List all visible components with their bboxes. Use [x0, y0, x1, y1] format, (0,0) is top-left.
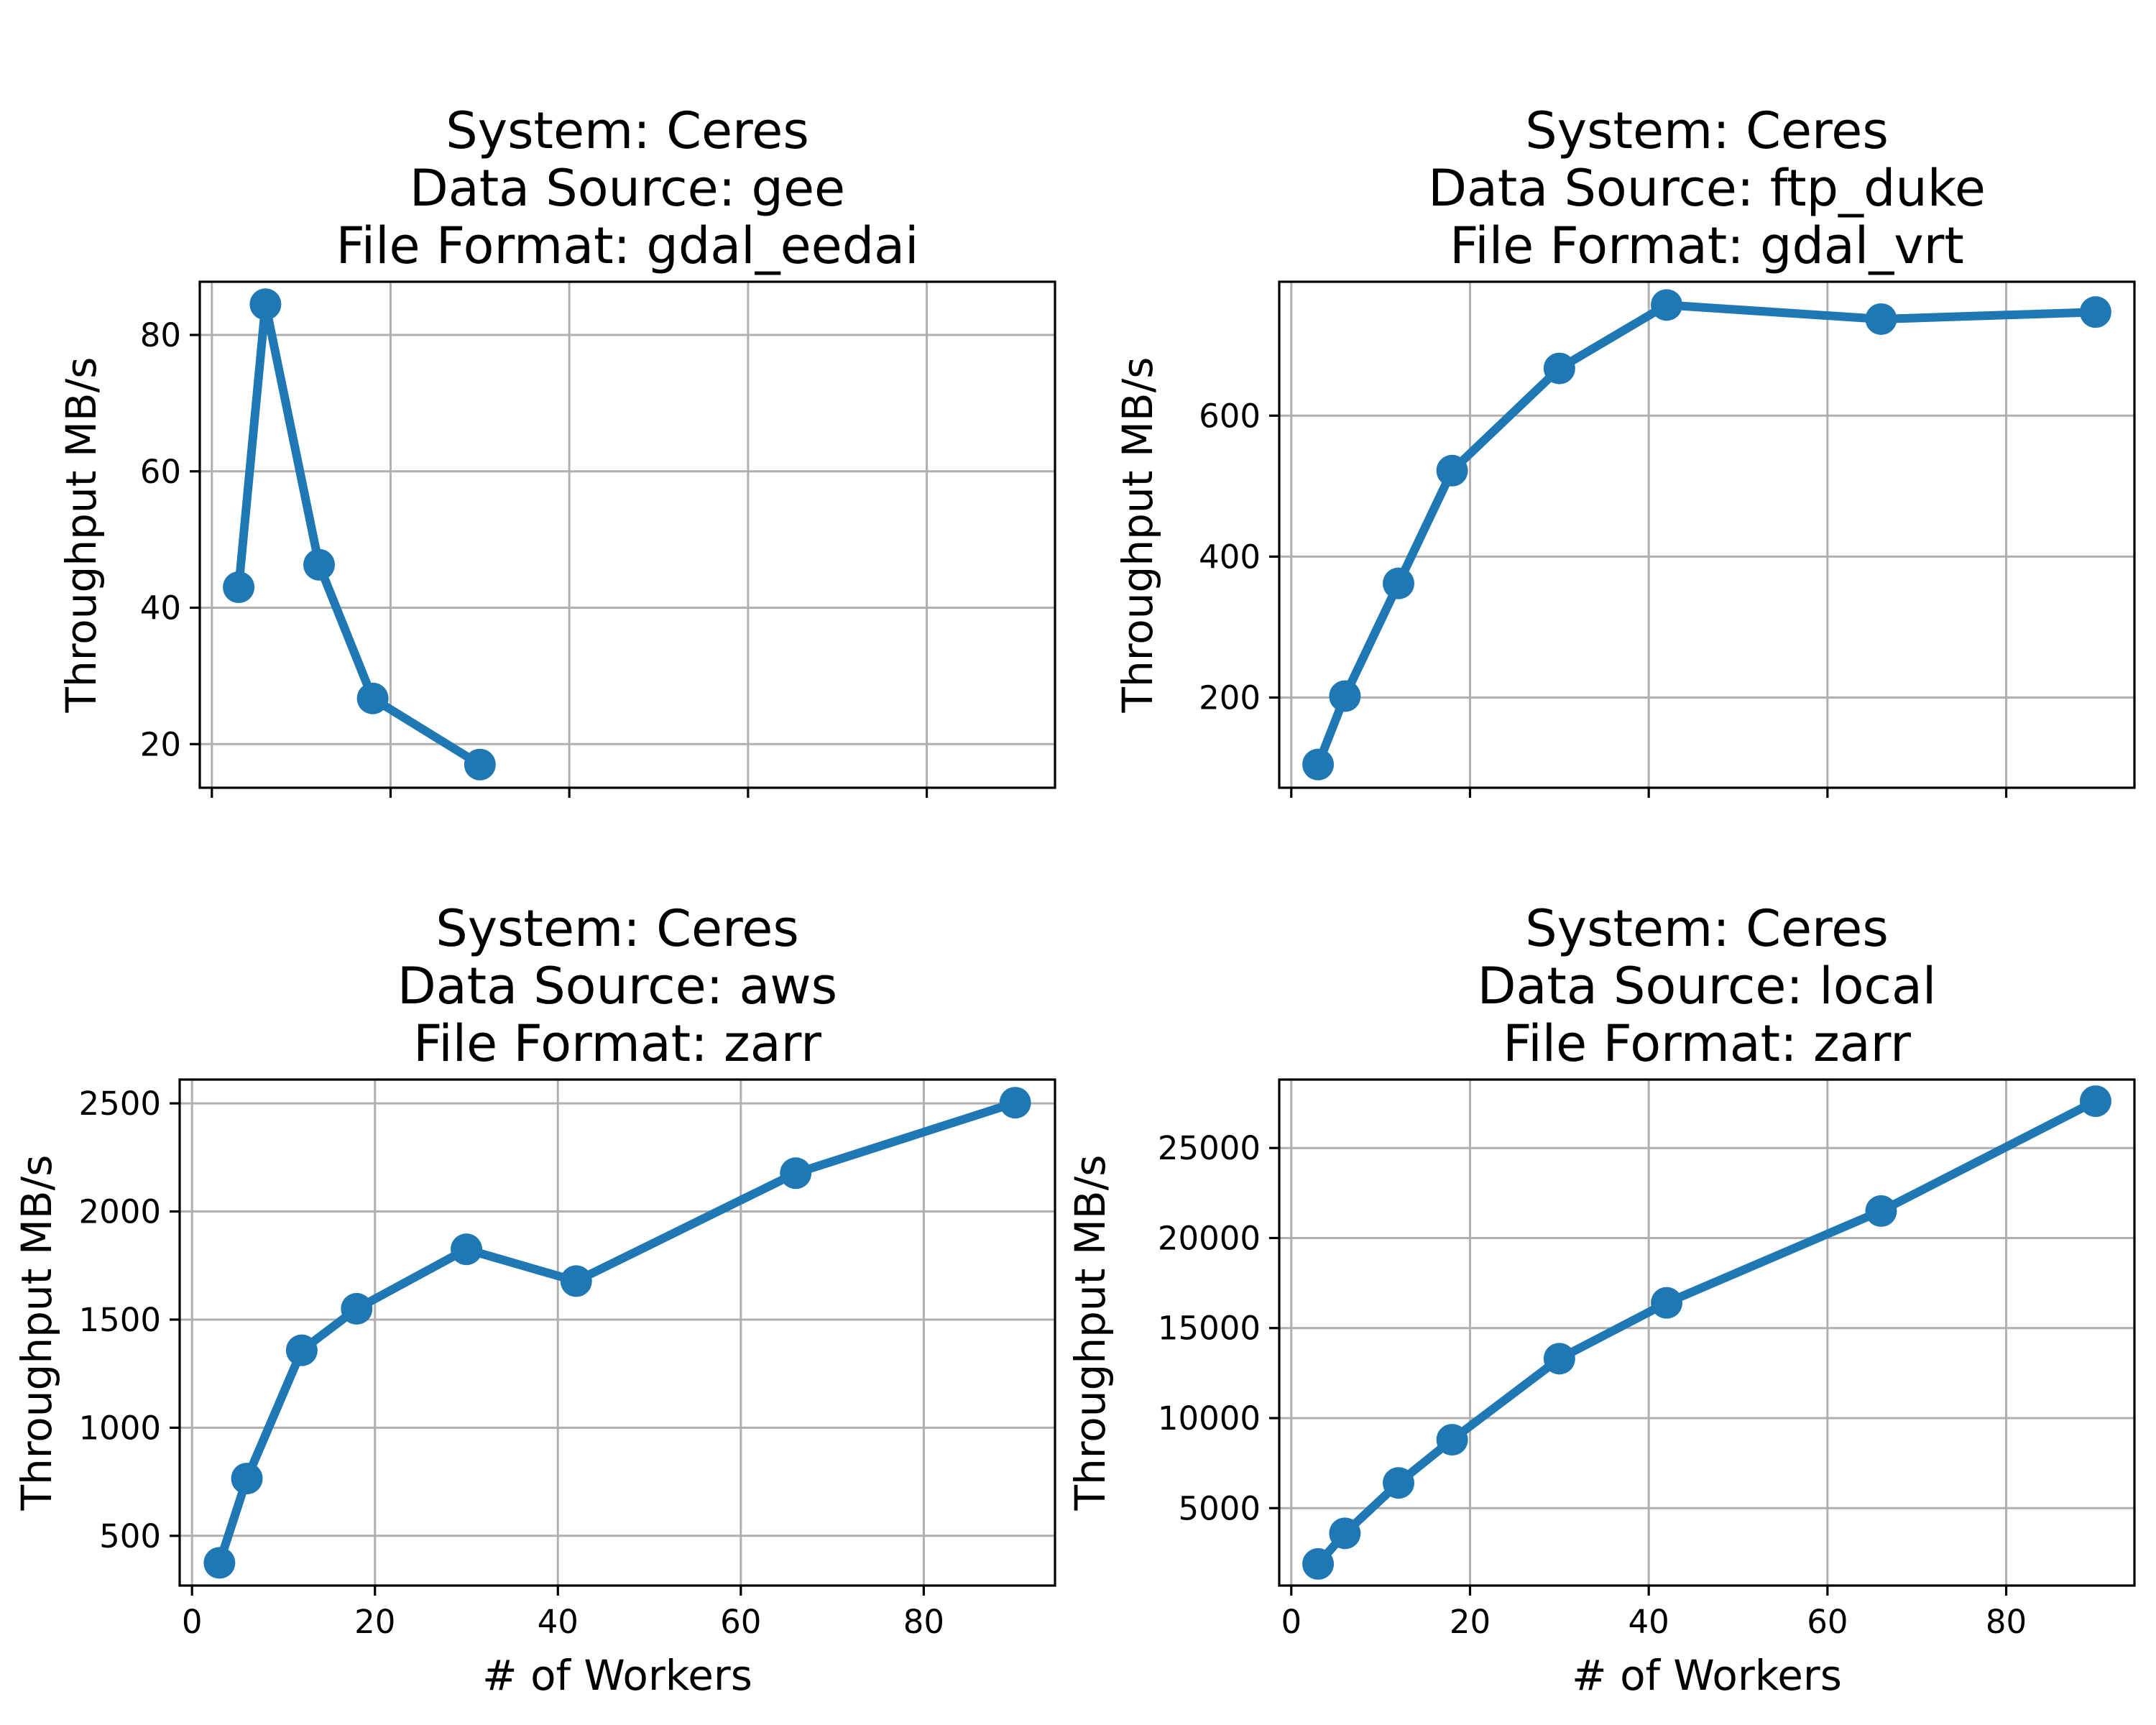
data-point [1865, 1195, 1897, 1227]
data-point [1329, 1517, 1361, 1550]
data-point [1865, 303, 1897, 335]
chart-title-line-3: File Format: gdal_eedai [336, 216, 918, 275]
data-point [341, 1292, 373, 1325]
y-tick-label: 10000 [1158, 1399, 1261, 1438]
y-tick-label: 80 [140, 316, 181, 354]
chart-title-line-2: Data Source: aws [397, 957, 837, 1016]
data-point [780, 1157, 812, 1190]
y-axis-label: Throughput MB/s [57, 357, 106, 714]
data-point [999, 1087, 1031, 1119]
x-tick-label: 20 [1450, 1603, 1491, 1641]
data-point [303, 548, 336, 581]
x-tick-label: 20 [354, 1603, 395, 1641]
data-point [1302, 1547, 1335, 1580]
data-point [203, 1547, 236, 1579]
x-tick-label: 80 [1986, 1603, 2027, 1641]
y-tick-label: 500 [99, 1517, 161, 1555]
data-point [1383, 1467, 1415, 1499]
data-point [451, 1233, 482, 1266]
y-tick-label: 600 [1199, 397, 1261, 435]
x-tick-label: 80 [903, 1603, 944, 1641]
axes-frame [178, 1078, 1056, 1587]
axes-frame [1278, 280, 2136, 789]
data-point [285, 1334, 318, 1366]
chart-title-line-2: Data Source: gee [410, 159, 845, 218]
chart-title-line-3: File Format: zarr [413, 1014, 821, 1073]
data-point [1329, 680, 1361, 712]
x-tick-label: 60 [720, 1603, 761, 1641]
y-axis-label: Throughput MB/s [12, 1155, 61, 1512]
y-tick-label: 1000 [78, 1409, 161, 1447]
chart-title-line-1: System: Ceres [446, 101, 809, 160]
data-point [231, 1463, 263, 1495]
x-axis-label: # of Workers [1572, 1651, 1842, 1700]
data-point [2079, 1085, 2111, 1118]
subplot-4: 0 20 40 60 80 5000 10000 15000 20000 25000 System:… [1066, 899, 2136, 1700]
data-point [1302, 748, 1335, 781]
axes-frame [198, 280, 1056, 789]
data-point [1651, 1287, 1683, 1319]
x-tick-label: 40 [538, 1603, 579, 1641]
chart-title-line-1: System: Ceres [1525, 899, 1889, 958]
y-tick-label: 400 [1199, 538, 1261, 576]
y-tick-label: 200 [1199, 678, 1261, 717]
y-tick-label: 5000 [1178, 1489, 1261, 1527]
y-tick-label: 25000 [1158, 1129, 1261, 1167]
data-point [223, 571, 255, 604]
data-point [1543, 352, 1575, 385]
subplot-3: 0 20 40 60 80 500 1000 1500 2000 2500 System: Cere… [12, 899, 1056, 1700]
data-point [1436, 1424, 1468, 1456]
series-line [215, 1098, 1020, 1568]
chart-title-line-2: Data Source: local [1478, 957, 1937, 1016]
x-tick-label: 40 [1628, 1603, 1669, 1641]
y-tick-label: 20000 [1158, 1219, 1261, 1257]
x-tick-label: 60 [1807, 1603, 1848, 1641]
chart-title-line-1: System: Ceres [1525, 101, 1889, 160]
series-line [1314, 300, 2100, 769]
y-tick-label: 1500 [78, 1301, 161, 1339]
data-point [1436, 454, 1468, 487]
y-tick-label: 2500 [78, 1085, 161, 1123]
axes-frame [1278, 1078, 2136, 1587]
y-tick-label: 20 [140, 725, 181, 763]
y-axis-label: Throughput MB/s [1066, 1155, 1115, 1512]
y-tick-label: 15000 [1158, 1310, 1261, 1348]
data-point [464, 748, 496, 781]
y-axis-label: Throughput MB/s [1113, 357, 1162, 714]
data-point [1543, 1343, 1575, 1375]
data-point [560, 1265, 592, 1297]
y-tick-label: 60 [140, 453, 181, 491]
y-tick-label: 2000 [78, 1193, 161, 1231]
data-point [1383, 567, 1415, 599]
data-point [2079, 296, 2111, 328]
x-axis-label: # of Workers [482, 1651, 752, 1700]
data-point [356, 682, 389, 714]
data-point [249, 288, 282, 321]
chart-title-line-1: System: Ceres [436, 899, 799, 958]
chart-title-line-3: File Format: gdal_vrt [1450, 216, 1964, 275]
data-point [1651, 289, 1683, 321]
chart-title-line-3: File Format: zarr [1503, 1014, 1911, 1073]
y-tick-label: 40 [140, 589, 181, 627]
chart-title-line-2: Data Source: ftp_duke [1428, 159, 1986, 218]
x-tick-label: 0 [182, 1603, 203, 1641]
x-tick-label: 0 [1281, 1603, 1302, 1641]
